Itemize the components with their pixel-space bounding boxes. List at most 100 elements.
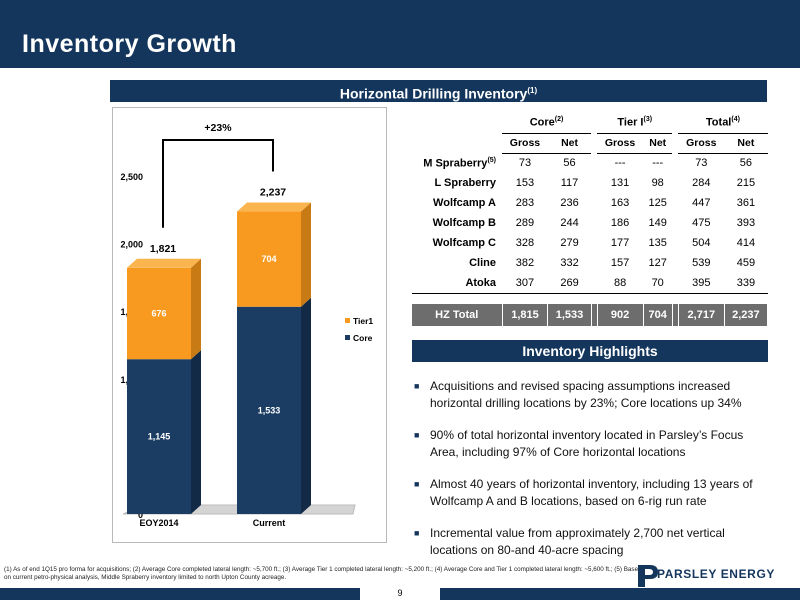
list-item: ■ Acquisitions and revised spacing assump… xyxy=(412,378,772,412)
table-cell: 382 xyxy=(515,257,535,269)
table-cell: 475 xyxy=(692,217,711,229)
table-cell: 447 xyxy=(692,197,711,209)
table-cell: 307 xyxy=(502,273,548,294)
bar-side xyxy=(191,350,201,514)
table-cell: 135 xyxy=(648,237,667,249)
table-cell: 153 xyxy=(515,177,535,189)
chart-svg: 05001,0001,5002,0002,5001,1456761,821EOY… xyxy=(120,122,373,528)
group-header-tier1: Tier I(3) xyxy=(597,113,673,134)
table-row: M Spraberry(5) 73 56 --- --- 73 56 xyxy=(412,153,768,173)
inventory-table: Core(2) Tier I(3) Total(4) Gross Net Gro… xyxy=(412,113,769,326)
x-tick-label: EOY2014 xyxy=(139,518,178,528)
square-bullet-icon: ■ xyxy=(414,430,420,440)
table-cell: 70 xyxy=(643,273,673,294)
table-cell: 88 xyxy=(597,273,644,294)
table-cell: --- xyxy=(614,157,626,170)
group-header-total: Total(4) xyxy=(678,113,768,134)
total-label: HZ Total xyxy=(412,304,503,326)
highlight-text: Almost 40 years of horizontal inventory,… xyxy=(430,477,753,508)
growth-bracket xyxy=(162,139,274,228)
inventory-chart: 05001,0001,5002,0002,5001,1456761,821EOY… xyxy=(112,107,387,543)
table-cell: 284 xyxy=(692,177,711,189)
legend-swatch xyxy=(345,318,350,323)
y-tick-label: 2,500 xyxy=(120,172,143,182)
table-cell: 125 xyxy=(648,197,667,209)
subheader-gross: Gross xyxy=(678,133,725,154)
bar-value-label: 676 xyxy=(151,308,166,318)
total-cell: 902 xyxy=(597,304,644,326)
table-row: Wolfcamp B 289 244 186 149 475 393 xyxy=(412,213,768,233)
total-cell: 2,717 xyxy=(678,304,725,326)
table-cell: 504 xyxy=(692,237,711,249)
bar-segment xyxy=(127,359,191,514)
legend-swatch xyxy=(345,335,350,340)
total-cell: 1,815 xyxy=(502,304,549,326)
bar-total-label: 2,237 xyxy=(260,187,286,199)
table-subheader-row: Gross Net Gross Net Gross Net xyxy=(412,133,768,154)
table-cell: 131 xyxy=(610,177,630,189)
y-tick-label: 2,000 xyxy=(120,240,143,250)
table-cell: 56 xyxy=(739,157,753,170)
banner-note: (1) xyxy=(527,86,538,95)
table-cell: 73 xyxy=(695,157,708,170)
footnote: (1) As of end 1Q15 pro forma for acquisi… xyxy=(4,566,642,581)
table-cell: 73 xyxy=(518,157,532,170)
table-cell: 393 xyxy=(736,217,756,229)
group-header-core: Core(2) xyxy=(502,113,592,134)
table-cell: 163 xyxy=(610,197,630,209)
table-cell: 127 xyxy=(648,257,667,269)
table-row: Wolfcamp C 328 279 177 135 504 414 xyxy=(412,233,768,253)
table-row: Wolfcamp A 283 236 163 125 447 361 xyxy=(412,193,768,213)
square-bullet-icon: ■ xyxy=(414,381,420,391)
row-label: L Spraberry xyxy=(434,177,496,189)
legend-label: Tier1 xyxy=(353,316,373,326)
table-cell: 414 xyxy=(736,237,756,249)
table-total-row: HZ Total 1,815 1,533 902 704 2,717 2,237 xyxy=(412,304,769,326)
row-label: Wolfcamp C xyxy=(432,237,496,249)
table-row: Atoka 307 269 88 70 395 339 xyxy=(412,273,768,294)
subheader-net: Net xyxy=(724,133,768,154)
table-cell: 236 xyxy=(560,197,579,209)
table-row: L Spraberry 153 117 131 98 284 215 xyxy=(412,173,768,193)
table-cell: 177 xyxy=(610,237,630,249)
table-cell: 339 xyxy=(724,273,768,294)
highlight-text: Incremental value from approximately 2,7… xyxy=(430,526,725,557)
legend-label: Core xyxy=(353,333,373,343)
table-group-header-row: Core(2) Tier I(3) Total(4) xyxy=(412,113,768,134)
bar-top xyxy=(127,258,201,268)
highlights-list: ■ Acquisitions and revised spacing assump… xyxy=(412,378,772,574)
total-cell: 2,237 xyxy=(724,304,769,326)
page-number: 9 xyxy=(360,586,440,600)
y-tick-label: 0 xyxy=(138,510,143,520)
table-cell: 283 xyxy=(515,197,535,209)
growth-label: +23% xyxy=(204,122,232,134)
list-item: ■ Almost 40 years of horizontal inventory… xyxy=(412,476,772,510)
bar-value-label: 704 xyxy=(261,254,276,264)
title-bar xyxy=(0,0,800,68)
bar-side xyxy=(301,297,311,514)
table-cell: 186 xyxy=(610,217,630,229)
inventory-banner: Horizontal Drilling Inventory(1) xyxy=(110,80,767,102)
bar-value-label: 1,145 xyxy=(148,432,171,442)
subheader-gross: Gross xyxy=(597,133,644,154)
table-cell: 157 xyxy=(610,257,630,269)
bar-total-label: 1,821 xyxy=(150,243,176,255)
table-cell: 244 xyxy=(560,217,579,229)
row-label: Wolfcamp B xyxy=(432,217,496,229)
bar-top xyxy=(237,202,311,212)
highlight-text: Acquisitions and revised spacing assumpt… xyxy=(430,379,742,410)
row-label: Atoka xyxy=(412,273,502,294)
table-cell: 56 xyxy=(563,157,576,170)
table-cell: --- xyxy=(652,157,664,170)
row-label: M Spraberry(5) xyxy=(423,156,496,170)
x-tick-label: Current xyxy=(253,518,286,528)
table-cell: 98 xyxy=(651,177,664,189)
row-label: Wolfcamp A xyxy=(433,197,496,209)
logo-text: PARSLEY ENERGY xyxy=(657,567,775,581)
table-cell: 215 xyxy=(736,177,756,189)
subheader-gross: Gross xyxy=(502,133,548,154)
highlights-header: Inventory Highlights xyxy=(412,340,768,362)
total-cell: 704 xyxy=(643,304,673,326)
bar-side xyxy=(301,202,311,307)
list-item: ■ 90% of total horizontal inventory locat… xyxy=(412,427,772,461)
